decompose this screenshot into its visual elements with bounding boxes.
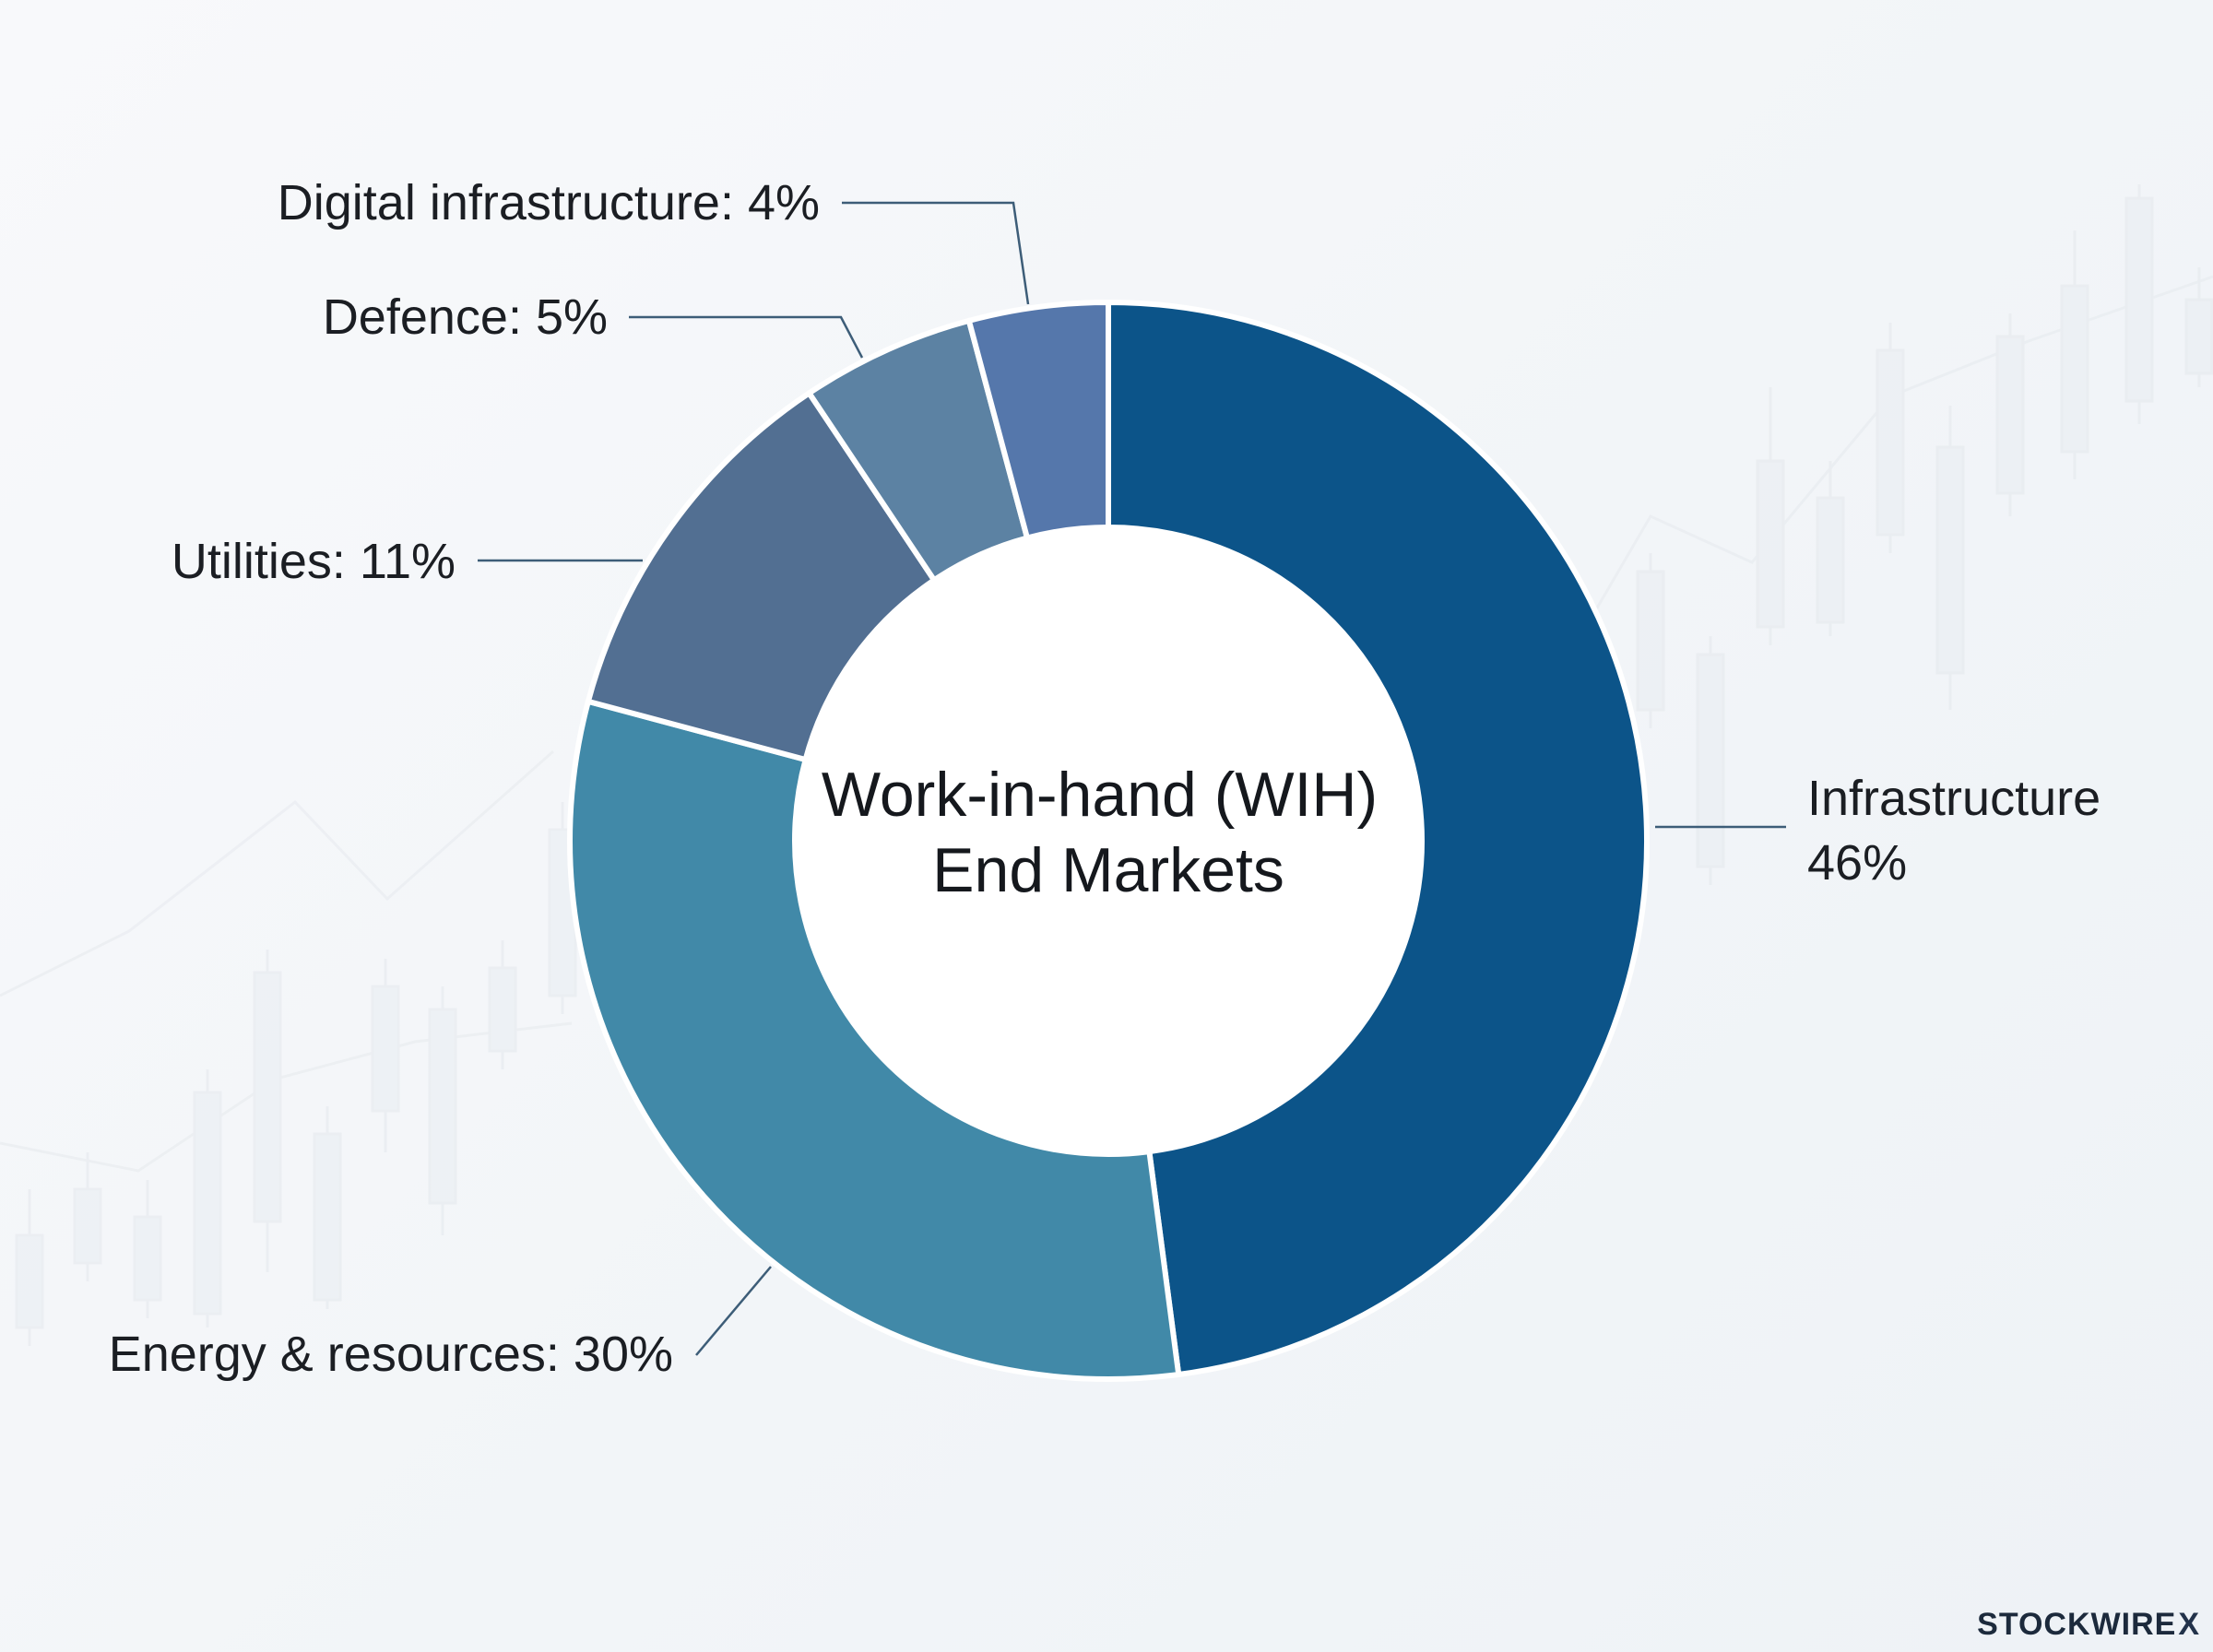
center-title: Work-in-hand (WIH) End Markets (822, 760, 1395, 905)
donut-hole (797, 529, 1420, 1152)
slice-utilities (585, 390, 938, 763)
brand-name: STOCKWIRE (1977, 1607, 2177, 1642)
slice-infrastructure (1106, 300, 1650, 1377)
brand-mark: X (2178, 1607, 2200, 1642)
leader-lines (478, 201, 1786, 1356)
leader-defence (629, 315, 864, 359)
label-defence: Defence: 5% (323, 289, 608, 345)
label-digital-infrastructure: Digital infrastructure: 4% (278, 175, 820, 230)
donut-slices (567, 300, 1650, 1382)
brand-logo: STOCKWIREX (1977, 1607, 2200, 1643)
slice-digital-infrastructure (965, 300, 1111, 541)
slice-energy-resources (567, 698, 1182, 1382)
label-infrastructure: Infrastructure 46% (1807, 771, 2114, 891)
label-utilities: Utilities: 11% (172, 534, 456, 589)
leader-energy-resources (695, 1266, 772, 1356)
label-energy-resources: Energy & resources: 30% (109, 1327, 673, 1382)
background-decoration (0, 184, 2213, 1346)
leader-digital-infrastructure (842, 201, 1030, 305)
slice-labels: Infrastructure 46% Energy & resources: 3… (109, 175, 2114, 1382)
